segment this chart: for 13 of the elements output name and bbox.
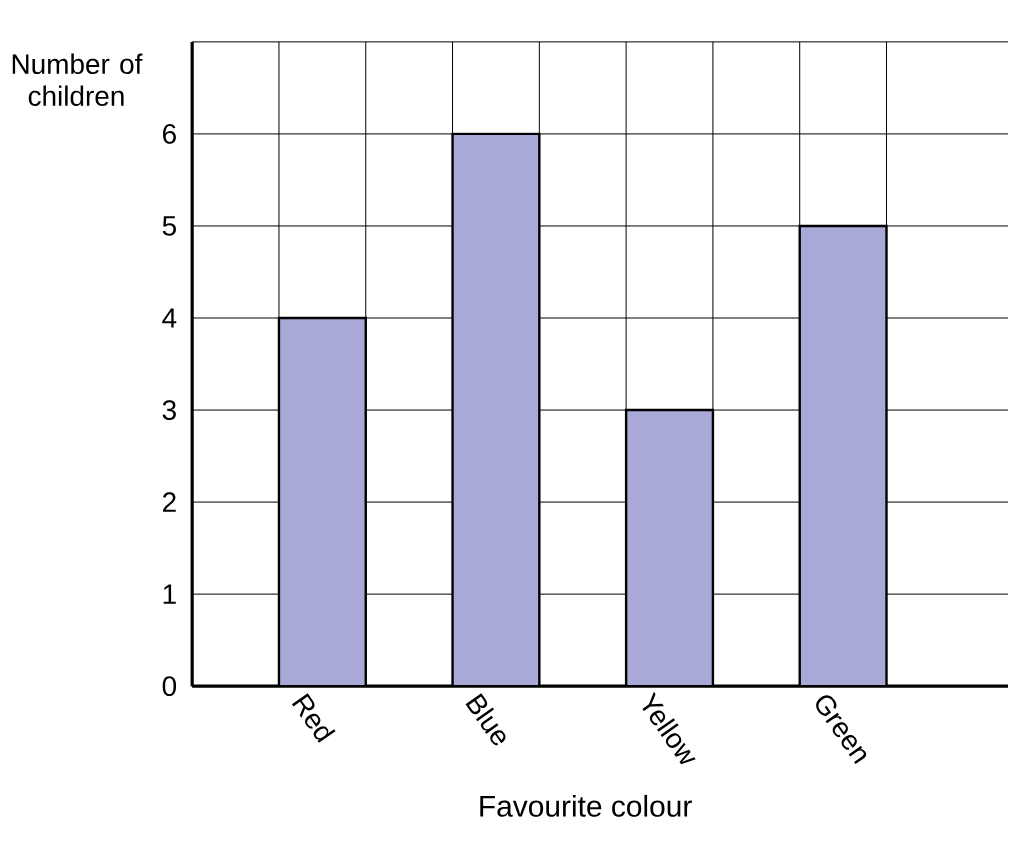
y-tick-label: 4 xyxy=(162,308,177,328)
y-tick-label: 2 xyxy=(163,492,176,512)
bar xyxy=(451,132,541,687)
y-tick-label: 3 xyxy=(162,400,176,421)
y-tick-label: 0 xyxy=(162,676,177,697)
bar xyxy=(277,316,367,687)
y-tick-label: 5 xyxy=(162,216,176,236)
y-tick-label: 1 xyxy=(163,584,176,604)
bar xyxy=(624,408,715,687)
bar xyxy=(798,224,888,687)
y-tick-label: 6 xyxy=(163,124,176,144)
x-axis-title: Favourite colour xyxy=(480,795,692,817)
y-axis-title: Number of children xyxy=(12,53,143,107)
